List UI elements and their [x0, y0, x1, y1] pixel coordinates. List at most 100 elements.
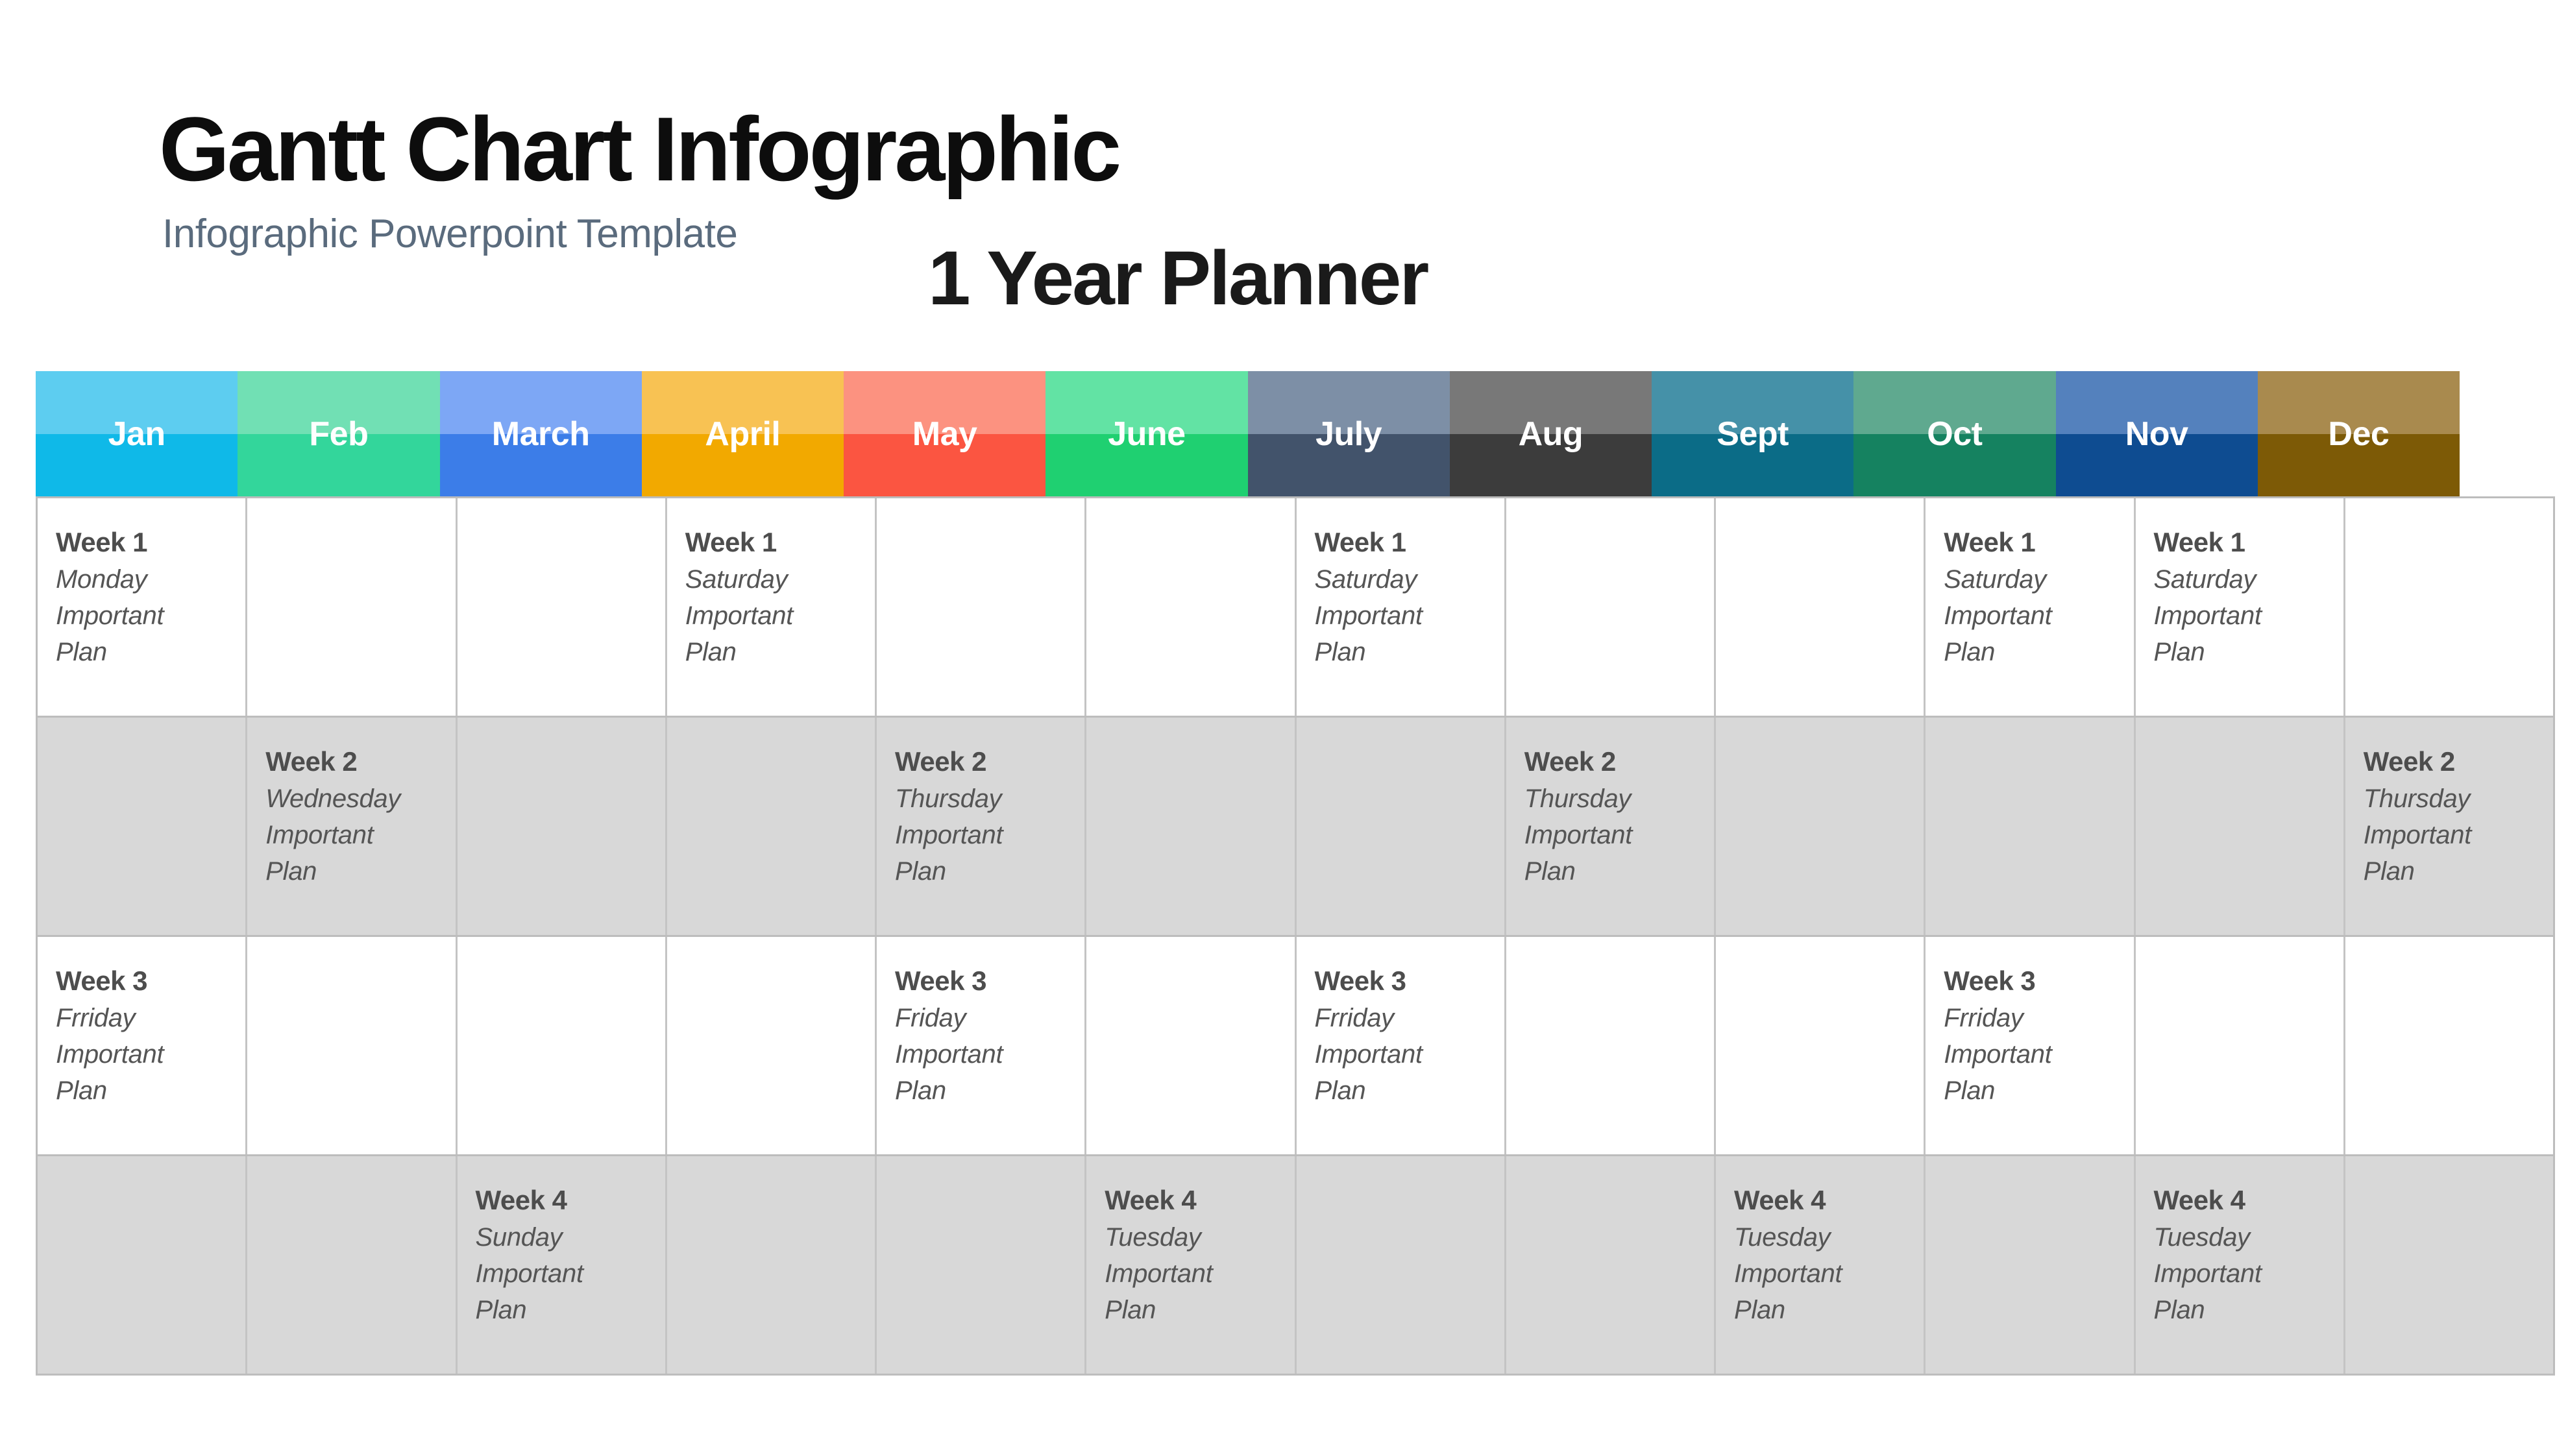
week-detail-day: Thursday — [895, 784, 1002, 813]
week-detail-day: Wednesday — [265, 784, 401, 813]
month-header-sept[interactable]: Sept — [1652, 371, 1854, 496]
week-label: Week 1 — [56, 527, 148, 557]
week-cell-may[interactable] — [877, 498, 1087, 716]
month-header-nov[interactable]: Nov — [2055, 371, 2258, 496]
month-header-tone-top — [36, 371, 238, 434]
month-header-may[interactable]: May — [844, 371, 1046, 496]
week-cell-july[interactable] — [1297, 1156, 1506, 1374]
month-header-tone-top — [641, 371, 844, 434]
month-header-july[interactable]: July — [1247, 371, 1450, 496]
week-cell-aug[interactable] — [1506, 937, 1716, 1154]
month-header-label: Nov — [2125, 415, 2188, 453]
week-cell-dec[interactable] — [2345, 1156, 2553, 1374]
week-detail-plan: Plan — [1314, 637, 1366, 666]
week-cell-april[interactable] — [667, 1156, 877, 1374]
week-detail: Wednesday Important Plan — [265, 781, 455, 890]
week-label: Week 3 — [56, 965, 148, 996]
week-label: Week 4 — [1105, 1185, 1197, 1215]
month-header-tone-top — [1247, 371, 1450, 434]
week-cell-sept[interactable] — [1716, 937, 1926, 1154]
week-cell-april[interactable] — [667, 718, 877, 935]
week-detail: Thursday Important Plan — [1524, 781, 1714, 890]
week-cell-aug[interactable]: Week 2 Thursday Important Plan — [1506, 718, 1716, 935]
week-detail: Saturday Important Plan — [1944, 561, 2133, 670]
month-header-dec[interactable]: Dec — [2257, 371, 2460, 496]
week-row: Week 2 Wednesday Important Plan Week 2 Thursd… — [38, 716, 2553, 935]
week-detail-day: Saturday — [685, 564, 788, 594]
week-cell-july[interactable] — [1297, 718, 1506, 935]
month-header-june[interactable]: June — [1046, 371, 1248, 496]
week-cell-july[interactable]: Week 3 Frriday Important Plan — [1297, 937, 1506, 1154]
week-cell-feb[interactable]: Week 2 Wednesday Important Plan — [247, 718, 458, 935]
week-cell-dec[interactable]: Week 2 Thursday Important Plan — [2345, 718, 2553, 935]
month-header-tone-top — [2055, 371, 2258, 434]
week-cell-may[interactable]: Week 2 Thursday Important Plan — [877, 718, 1087, 935]
week-detail-plan: Plan — [56, 637, 107, 666]
week-cell-aug[interactable] — [1506, 498, 1716, 716]
week-cell-oct[interactable] — [1926, 718, 2136, 935]
week-cell-march[interactable] — [458, 498, 667, 716]
month-header-tone-bottom — [2257, 433, 2460, 496]
week-row: Week 4 Sunday Important Plan Week 4 Tuesday Im… — [38, 1154, 2553, 1374]
month-header-aug[interactable]: Aug — [1449, 371, 1652, 496]
week-cell-march[interactable] — [458, 937, 667, 1154]
week-cell-sept[interactable] — [1716, 498, 1926, 716]
week-cell-june[interactable] — [1086, 937, 1297, 1154]
month-header-label: May — [912, 415, 977, 453]
month-header-april[interactable]: April — [641, 371, 844, 496]
week-cell-oct[interactable]: Week 1 Saturday Important Plan — [1926, 498, 2136, 716]
week-label: Week 2 — [265, 746, 358, 777]
month-header-march[interactable]: March — [439, 371, 642, 496]
week-label: Week 2 — [2363, 746, 2456, 777]
week-cell-feb[interactable] — [247, 498, 458, 716]
week-detail-important: Important — [1105, 1259, 1213, 1288]
week-cell-april[interactable] — [667, 937, 877, 1154]
week-detail-important: Important — [685, 601, 794, 630]
week-cell-june[interactable]: Week 4 Tuesday Important Plan — [1086, 1156, 1297, 1374]
week-cell-june[interactable] — [1086, 498, 1297, 716]
week-cell-may[interactable] — [877, 1156, 1087, 1374]
week-cell-nov[interactable] — [2136, 718, 2345, 935]
week-detail-day: Friday — [895, 1003, 966, 1032]
week-detail: Thursday Important Plan — [2364, 781, 2553, 890]
week-cell-march[interactable]: Week 4 Sunday Important Plan — [458, 1156, 667, 1374]
week-detail-plan: Plan — [1314, 1076, 1366, 1105]
week-detail-important: Important — [2363, 820, 2472, 849]
week-label: Week 1 — [2153, 527, 2246, 557]
week-cell-sept[interactable]: Week 4 Tuesday Important Plan — [1716, 1156, 1926, 1374]
week-cell-june[interactable] — [1086, 718, 1297, 935]
week-row: Week 1 Monday Important Plan Week 1 Saturday I… — [38, 496, 2553, 716]
week-cell-jan[interactable]: Week 1 Monday Important Plan — [38, 498, 248, 716]
week-cell-feb[interactable] — [247, 1156, 458, 1374]
week-cell-jan[interactable] — [38, 718, 248, 935]
week-cell-jan[interactable] — [38, 1156, 248, 1374]
header-block: Gantt Chart Infographic Infographic Powe… — [159, 104, 2430, 254]
week-cell-july[interactable]: Week 1 Saturday Important Plan — [1297, 498, 1506, 716]
week-cell-nov[interactable] — [2136, 937, 2345, 1154]
week-cell-nov[interactable]: Week 4 Tuesday Important Plan — [2136, 1156, 2345, 1374]
week-cell-feb[interactable] — [247, 937, 458, 1154]
week-cell-nov[interactable]: Week 1 Saturday Important Plan — [2136, 498, 2345, 716]
week-cell-oct[interactable] — [1926, 1156, 2136, 1374]
week-cell-may[interactable]: Week 3 Friday Important Plan — [877, 937, 1087, 1154]
week-cell-march[interactable] — [458, 718, 667, 935]
week-cell-dec[interactable] — [2345, 937, 2553, 1154]
week-detail: Saturday Important Plan — [2154, 561, 2343, 670]
week-detail-important: Important — [56, 1039, 164, 1069]
week-cell-aug[interactable] — [1506, 1156, 1716, 1374]
month-header-jan[interactable]: Jan — [36, 371, 238, 496]
week-cell-jan[interactable]: Week 3 Frriday Important Plan — [38, 937, 248, 1154]
week-detail-important: Important — [1734, 1259, 1842, 1288]
month-header-oct[interactable]: Oct — [1853, 371, 2056, 496]
week-detail: Saturday Important Plan — [1315, 561, 1504, 670]
month-header-tone-bottom — [238, 433, 440, 496]
week-cell-oct[interactable]: Week 3 Frriday Important Plan — [1926, 937, 2136, 1154]
month-header-tone-top — [1652, 371, 1854, 434]
month-header-label: July — [1315, 415, 1382, 453]
week-cell-april[interactable]: Week 1 Saturday Important Plan — [667, 498, 877, 716]
month-header-feb[interactable]: Feb — [238, 371, 440, 496]
week-cell-dec[interactable] — [2345, 498, 2553, 716]
week-detail-important: Important — [56, 601, 164, 630]
week-cell-sept[interactable] — [1716, 718, 1926, 935]
month-header-tone-bottom — [1652, 433, 1854, 496]
